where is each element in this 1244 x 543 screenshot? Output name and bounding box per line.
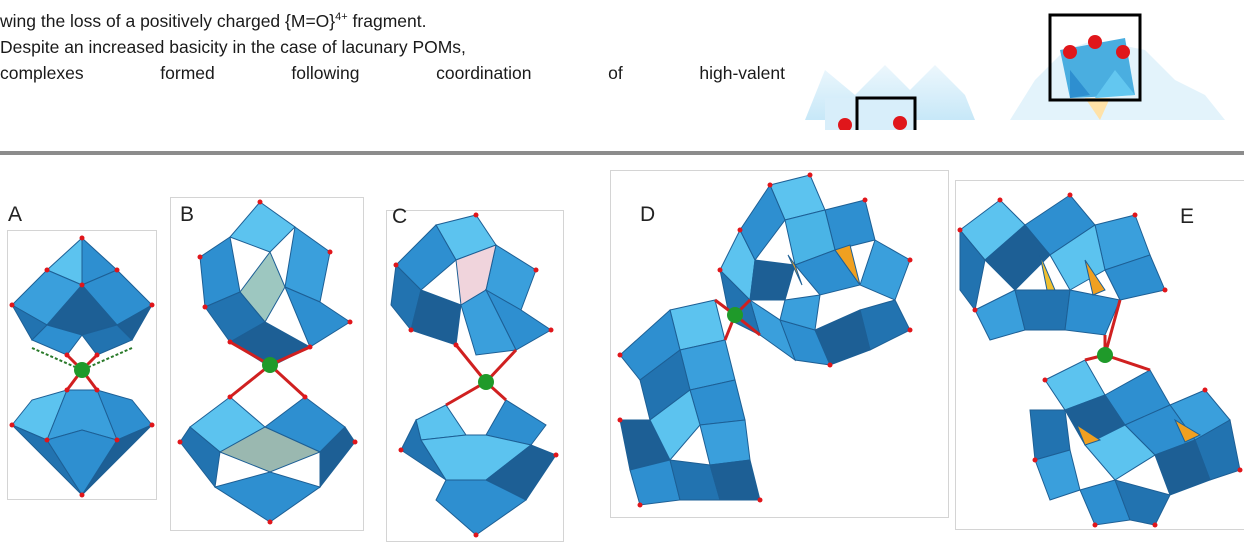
text-line-1-main: wing the loss of a positively charged {M… — [0, 10, 336, 31]
text-line-3: complexes formed following coordination … — [0, 62, 785, 83]
panel-c-structure — [386, 210, 564, 542]
body-text: wing the loss of a positively charged {M… — [0, 4, 785, 86]
panel-label-a: A — [8, 203, 23, 226]
text-line-2: Despite an increased basicity in the cas… — [0, 36, 466, 57]
text-line-1-end: fragment. — [347, 10, 427, 31]
panel-label-c: C — [392, 205, 408, 228]
top-figure-fragment — [795, 10, 1235, 130]
panel-d-structure — [610, 170, 949, 518]
panel-b-structure — [170, 197, 364, 531]
text-line-1: wing the loss of a positively charged {M… — [0, 4, 785, 34]
section-divider — [0, 151, 1244, 155]
panel-label-b: B — [180, 203, 195, 226]
panel-label-e: E — [1180, 205, 1195, 228]
panel-label-d: D — [640, 203, 656, 226]
panel-e-structure — [955, 180, 1244, 530]
panel-a-structure — [7, 230, 157, 500]
charge-superscript: 4+ — [335, 11, 348, 23]
